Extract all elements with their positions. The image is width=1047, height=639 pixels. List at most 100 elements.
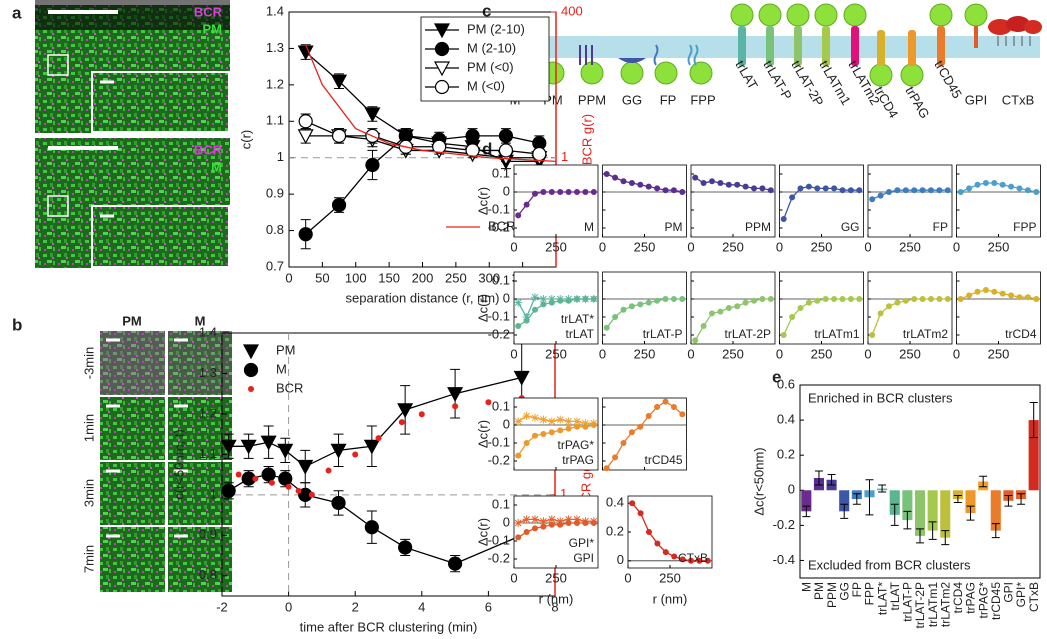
data-point <box>531 515 539 524</box>
panel-frame <box>956 271 1041 345</box>
data-point <box>814 297 821 304</box>
x-tick-label: PPM <box>825 582 839 608</box>
data-point <box>539 517 548 526</box>
data-point <box>974 181 981 188</box>
data-point <box>999 290 1006 297</box>
x-tick-label: trLAT* <box>875 582 889 615</box>
bar <box>889 490 900 515</box>
legend-label: BCR <box>488 218 515 233</box>
data-point <box>364 520 379 535</box>
data-point <box>603 465 610 472</box>
x-tick-label: 4 <box>418 599 425 614</box>
x-tick-label: 0 <box>599 346 606 361</box>
image-label: BCR <box>194 142 223 157</box>
data-point <box>831 296 838 302</box>
legend-label: BCR <box>276 380 303 395</box>
diagram-label: trPAG <box>902 84 932 121</box>
data-point <box>902 297 909 304</box>
image-label: M <box>211 159 222 174</box>
y-tick-label: 0.4 <box>777 412 795 427</box>
data-point <box>531 413 539 422</box>
x-tick-label: GPI* <box>1014 582 1028 608</box>
series-label: trLATm1 <box>814 327 859 341</box>
data-point <box>522 515 531 524</box>
scale-bars <box>106 338 188 538</box>
image-b: PM M -3min 1min 3min 7min <box>81 313 232 592</box>
data-point <box>522 412 531 420</box>
data-point <box>620 178 627 185</box>
data-point <box>662 398 669 405</box>
error-bar <box>991 523 1000 539</box>
diagram-label: GPI <box>965 92 987 107</box>
data-point <box>514 298 523 307</box>
y-tick-label: 0 <box>617 552 624 567</box>
series-line <box>631 502 708 562</box>
bar <box>965 490 976 514</box>
series-label: trLATm2 <box>903 327 948 341</box>
data-point <box>325 467 332 474</box>
x-tick-label: trLAT <box>888 581 902 610</box>
x-tick-label: 0 <box>285 270 292 285</box>
error-bar <box>865 479 874 516</box>
data-point <box>240 439 257 455</box>
data-point <box>498 143 514 158</box>
data-point <box>557 189 564 195</box>
inset-box <box>47 195 69 217</box>
series-line <box>305 44 557 163</box>
data-point <box>331 495 346 511</box>
data-point <box>637 510 644 517</box>
data-point <box>780 216 787 222</box>
data-point <box>398 540 413 555</box>
y-tick-label: 1.2 <box>199 405 217 420</box>
y-tick-label: -0.1 <box>488 201 510 216</box>
data-point <box>513 370 530 386</box>
x-tick-label: 250 <box>899 239 921 254</box>
panel-frame <box>513 397 599 471</box>
data-point <box>797 305 804 311</box>
error-bar <box>903 510 912 530</box>
data-point <box>662 549 669 556</box>
data-point <box>375 435 382 442</box>
x-tick-label: 0 <box>864 346 871 361</box>
panel-frame <box>779 271 864 345</box>
series-label: PM <box>665 220 683 234</box>
inset-box <box>47 54 69 76</box>
series-label: trPAG <box>562 453 594 467</box>
data-point <box>831 185 838 192</box>
data-point <box>252 475 259 482</box>
error-bar <box>966 505 975 521</box>
data-point <box>260 435 277 451</box>
y-tick-label: -0.1 <box>488 308 510 323</box>
data-point <box>539 295 548 303</box>
legend-label: PM <box>276 342 296 357</box>
series-line <box>783 298 860 336</box>
data-point <box>565 520 572 526</box>
data-point <box>856 296 863 302</box>
series-line <box>606 400 683 469</box>
data-point <box>767 296 774 302</box>
x-tick-label: 100 <box>345 270 367 285</box>
column-label: PM <box>122 313 142 328</box>
data-point <box>742 299 749 306</box>
data-point <box>574 296 580 302</box>
proteins-above <box>730 3 988 27</box>
diagram-label: FP <box>660 92 677 107</box>
data-point <box>1033 296 1040 302</box>
data-point <box>277 443 294 459</box>
image-a: BCR PM BCR M <box>35 0 230 268</box>
y-tick-label: 0.9 <box>199 527 217 542</box>
column-label: M <box>195 313 206 328</box>
panel-frame <box>690 164 776 238</box>
data-point <box>628 303 635 310</box>
y-tick-label: 1 <box>277 149 284 164</box>
y-tick-label: 0.1 <box>492 496 510 511</box>
data-point <box>692 337 699 344</box>
series-line <box>694 177 771 191</box>
data-point <box>574 520 580 526</box>
data-point <box>717 308 724 315</box>
diagram-label: trLAT <box>732 58 760 92</box>
panel-label: e <box>772 367 781 386</box>
bar <box>801 490 812 512</box>
series-label: trLAT-2P <box>725 327 771 341</box>
error-bar <box>814 470 823 486</box>
